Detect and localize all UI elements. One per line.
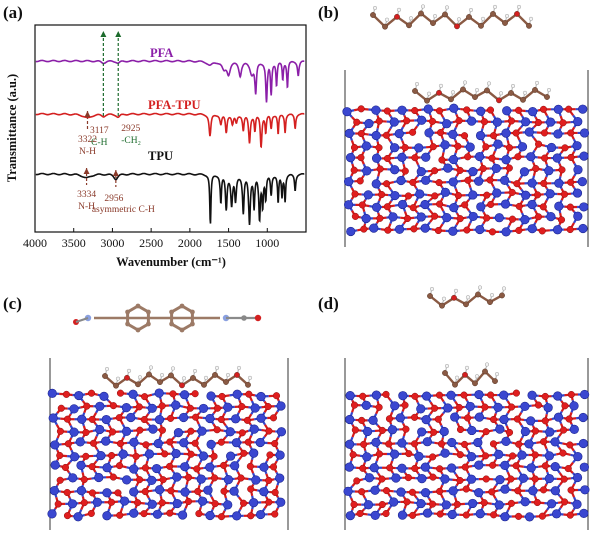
annotation-2925-group: -CH₂: [121, 136, 141, 146]
annotation-3117-wavenumber: 3117: [90, 126, 109, 136]
series-label-tpu: TPU: [148, 149, 173, 163]
x-axis-label: Wavenumber (cm⁻¹): [116, 255, 226, 269]
annotation-group: 3117 C-H 2925 -CH₂ 3322 N-H 3334 N-H 2956asymmet…: [77, 31, 155, 215]
annotation-3117-group: C-H: [91, 138, 108, 148]
annotation-arrow-3117: [100, 31, 107, 37]
adsorption-scene-pfa: [342, 4, 590, 247]
annotation-3322-group: N-H: [79, 147, 96, 157]
fragment-molecule-adsorbed: [442, 362, 500, 388]
panel-label-d: (d): [318, 294, 339, 313]
x-tick-label: 1000: [255, 236, 279, 250]
adsorption-scene-tpu: [47, 303, 289, 530]
silica-atoms: [342, 103, 590, 237]
annotation-2925-wavenumber: 2925: [121, 124, 140, 134]
spectrum-line-2: [35, 172, 305, 225]
spectrum-line-0: [35, 59, 305, 103]
tpu-molecule-adsorbed: [102, 365, 253, 389]
annotation-arrow-2956: [112, 170, 119, 176]
spectrum-line-1: [35, 112, 305, 149]
annotation-3334-group: N-H: [78, 202, 95, 212]
x-axis-ticks: 4000 3500 3000 2500 2000 1500 1000: [23, 228, 279, 250]
series-label-pfa: PFA: [150, 46, 173, 60]
tpu-molecule-free: [73, 303, 262, 333]
x-tick-label: 3000: [100, 236, 124, 250]
pfa-molecule-adsorbed: [412, 80, 552, 104]
annotation-arrow-2925: [115, 31, 122, 37]
plot-frame: [34, 24, 307, 233]
panel-label-c: (c): [3, 294, 22, 313]
pfa-molecule-free: [370, 4, 534, 30]
x-tick-label: 2500: [139, 236, 163, 250]
annotation-arrow-3322: [84, 111, 91, 117]
x-tick-label: 3500: [62, 236, 86, 250]
silica-atoms: [343, 389, 590, 522]
adsorption-scene-pfa-fragment: [343, 285, 590, 530]
ftir-chart: 4000 3500 3000 2500 2000 1500 1000 3117 C-H 2925…: [5, 24, 307, 269]
series-group: [35, 59, 305, 225]
x-tick-label: 2000: [178, 236, 202, 250]
panel-label-b: (b): [318, 3, 339, 22]
silica-atoms: [47, 388, 287, 522]
series-label-pfa-tpu: PFA-TPU: [148, 98, 201, 112]
y-axis-label: Transmittance (a.u.): [5, 74, 19, 182]
x-tick-label: 1500: [217, 236, 241, 250]
fragment-molecule-free: [427, 285, 507, 309]
x-tick-label: 4000: [23, 236, 47, 250]
annotation-2956-group: asymmetric C-H: [92, 205, 155, 215]
annotation-arrow-3334: [83, 168, 90, 174]
panel-label-a: (a): [3, 3, 23, 22]
annotation-3334-wavenumber: 3334: [77, 190, 96, 200]
annotation-2956-wavenumber: 2956: [104, 194, 123, 204]
annotation-3322-wavenumber: 3322: [78, 135, 97, 145]
